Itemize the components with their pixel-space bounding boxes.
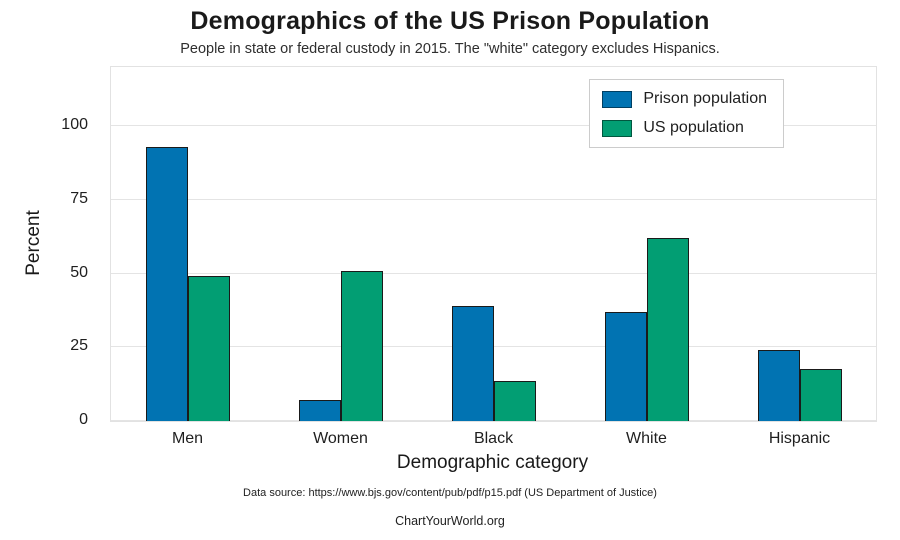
bar-prison-population-white [604, 311, 647, 421]
bar-us-population-white [646, 238, 689, 421]
bar-prison-population-black [451, 305, 494, 421]
bar-us-population-women [340, 270, 383, 421]
bar-us-population-black [493, 381, 536, 421]
gridline [111, 198, 876, 200]
bar-us-population-hispanic [799, 369, 842, 421]
legend-item-us-population: US population [602, 119, 767, 137]
bar-group-men: Men [111, 67, 264, 447]
bar-prison-population-men [145, 146, 188, 421]
legend: Prison population US population [589, 79, 784, 148]
y-tick-label: 0 [79, 411, 88, 428]
credit-text: ChartYourWorld.org [395, 514, 505, 528]
gridline [111, 272, 876, 274]
y-axis-ticks: 0 25 50 75 100 [0, 66, 102, 428]
legend-label: Prison population [643, 90, 767, 107]
x-tick-label-black: Black [473, 430, 514, 447]
gridline [111, 346, 876, 348]
bar-group-white: White [570, 67, 723, 447]
gridline [111, 125, 876, 126]
x-tick-label-hispanic: Hispanic [768, 430, 831, 447]
x-axis-label: Demographic category [396, 452, 589, 473]
legend-swatch-icon [602, 119, 633, 137]
y-tick-label: 25 [70, 337, 88, 355]
bar-groups: Men Women Black White Hispanic [111, 67, 876, 447]
x-tick-label-white: White [626, 430, 667, 447]
y-tick-label: 100 [61, 116, 88, 133]
legend-item-prison-population: Prison population [602, 90, 767, 108]
legend-swatch-icon [602, 90, 633, 108]
y-tick-label: 50 [70, 263, 88, 281]
y-tick-label: 75 [70, 189, 88, 207]
x-tick-label-women: Women [313, 430, 368, 447]
bar-group-hispanic: Hispanic [723, 67, 876, 447]
bar-us-population-men [187, 276, 230, 421]
chart-subtitle: People in state or federal custody in 20… [180, 41, 720, 57]
legend-label: US population [643, 119, 744, 136]
x-tick-label-men: Men [171, 430, 204, 447]
bar-group-women: Women [264, 67, 417, 447]
data-source-footnote: Data source: https://www.bjs.gov/content… [243, 487, 657, 499]
bar-group-black: Black [417, 67, 570, 447]
bar-prison-population-hispanic [757, 350, 800, 421]
chart-title: Demographics of the US Prison Population [190, 7, 710, 35]
plot-area: Men Women Black White Hispanic Prison popula… [110, 66, 877, 447]
bar-prison-population-women [298, 400, 341, 421]
